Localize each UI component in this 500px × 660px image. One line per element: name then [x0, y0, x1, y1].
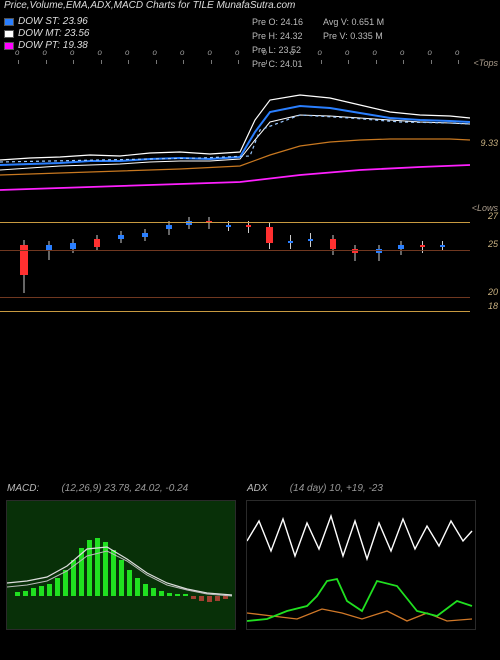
x-tick — [183, 60, 184, 64]
x-tick — [156, 60, 157, 64]
legend-item: DOW ST: 23.96 — [4, 16, 90, 27]
x-tick-label: o — [180, 48, 184, 57]
x-tick — [348, 60, 349, 64]
axis-label-tops: <Tops — [474, 58, 498, 68]
adx-chart — [247, 501, 475, 629]
x-tick-label: o — [153, 48, 157, 57]
x-tick-label: o — [455, 48, 459, 57]
legend-text: DOW MT: 23.56 — [18, 28, 90, 39]
x-tick-label: o — [235, 48, 239, 57]
chart-title: Price,Volume,EMA,ADX,MACD Charts for TIL… — [4, 0, 295, 11]
y-label: 27 — [488, 211, 498, 221]
stat-cell: Pre H: 24.32 — [252, 30, 321, 42]
y-label: 20 — [488, 287, 498, 297]
x-tick-label: o — [125, 48, 129, 57]
grid-line — [0, 250, 470, 251]
x-tick-label: o — [70, 48, 74, 57]
legend-swatch — [4, 30, 14, 38]
stat-cell: Pre O: 24.16 — [252, 16, 321, 28]
x-tick — [46, 60, 47, 64]
stat-cell — [323, 44, 402, 56]
x-tick — [376, 60, 377, 64]
candle-panel: <Lows 27252018 — [0, 205, 500, 315]
x-tick — [293, 60, 294, 64]
macd-chart — [7, 501, 235, 629]
x-tick — [18, 60, 19, 64]
x-tick — [431, 60, 432, 64]
x-tick-label: o — [263, 48, 267, 57]
x-tick — [211, 60, 212, 64]
indicator-panels: MACD: (12,26,9) 23.78, 24.02, -0.24 ADX … — [0, 500, 500, 660]
x-tick — [73, 60, 74, 64]
macd-panel: MACD: (12,26,9) 23.78, 24.02, -0.24 — [6, 500, 236, 630]
adx-panel: ADX (14 day) 10, +19, -23 — [246, 500, 476, 630]
x-tick-label: o — [345, 48, 349, 57]
x-tick-label: o — [290, 48, 294, 57]
price-panel: <Tops 9.33 ooooooooooooooooo — [0, 60, 500, 195]
x-tick — [403, 60, 404, 64]
legend-text: DOW PT: 19.38 — [18, 40, 88, 51]
grid-line — [0, 222, 470, 223]
legend-text: DOW ST: 23.96 — [18, 16, 88, 27]
x-tick-label: o — [428, 48, 432, 57]
legend-item: DOW MT: 23.56 — [4, 28, 90, 39]
x-tick — [458, 60, 459, 64]
x-tick-label: o — [373, 48, 377, 57]
grid-line — [0, 311, 470, 312]
legend-swatch — [4, 18, 14, 26]
stat-cell: Pre V: 0.335 M — [323, 30, 402, 42]
x-tick — [101, 60, 102, 64]
grid-line — [0, 297, 470, 298]
x-tick — [128, 60, 129, 64]
x-tick — [238, 60, 239, 64]
legend: DOW ST: 23.96DOW MT: 23.56DOW PT: 19.38 — [4, 16, 90, 52]
x-tick-label: o — [15, 48, 19, 57]
x-tick-label: o — [318, 48, 322, 57]
x-tick-label: o — [400, 48, 404, 57]
x-tick — [266, 60, 267, 64]
adx-label: ADX (14 day) 10, +19, -23 — [247, 483, 383, 494]
y-label: 18 — [488, 301, 498, 311]
price-chart — [0, 60, 470, 195]
price-value-label: 9.33 — [480, 138, 498, 148]
y-label: 25 — [488, 239, 498, 249]
x-tick-label: o — [98, 48, 102, 57]
legend-swatch — [4, 42, 14, 50]
x-tick-label: o — [43, 48, 47, 57]
x-tick-label: o — [208, 48, 212, 57]
stat-cell: Avg V: 0.651 M — [323, 16, 402, 28]
x-tick — [321, 60, 322, 64]
macd-label: MACD: (12,26,9) 23.78, 24.02, -0.24 — [7, 483, 188, 494]
